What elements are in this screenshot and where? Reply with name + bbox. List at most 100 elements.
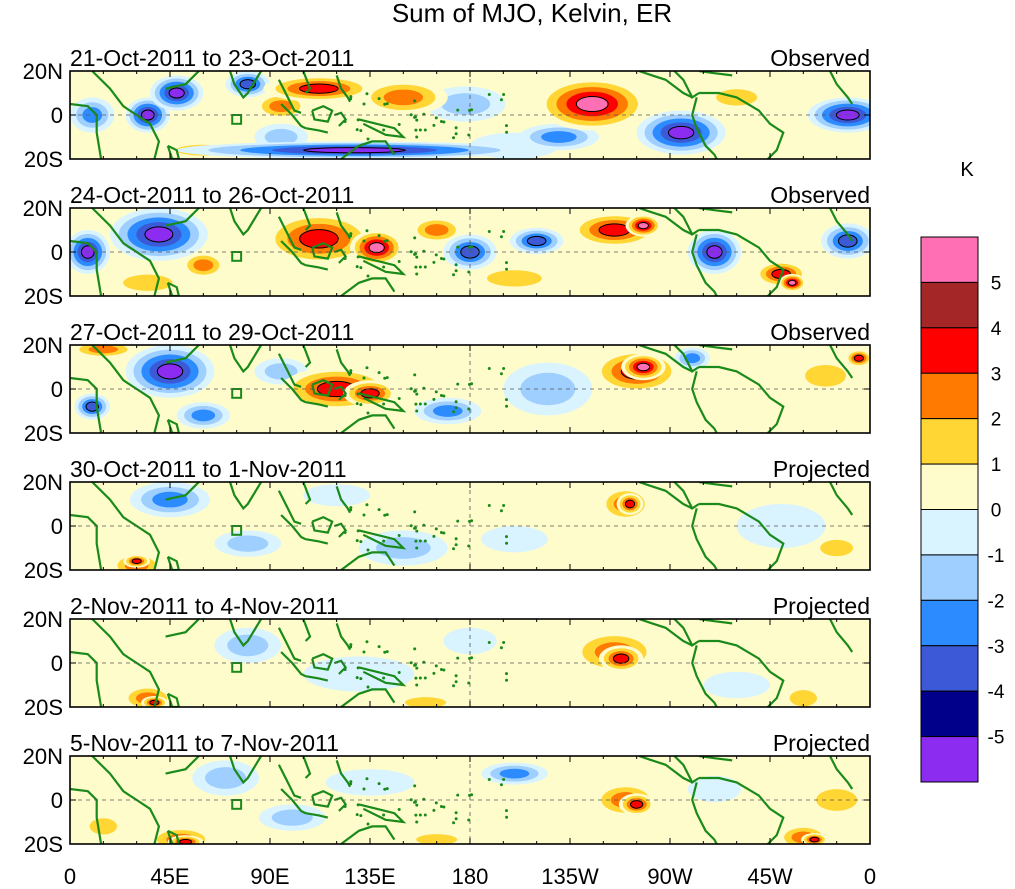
coastline (165, 208, 200, 227)
map-panel: 20N 0 20S 27-Oct-2011 to 29-Oct-2011 Observe… (23, 319, 871, 446)
coastline (305, 401, 329, 408)
panel-status-label: Projected (773, 593, 870, 619)
island-dot (423, 402, 427, 406)
island-dot (377, 97, 381, 101)
coastline (691, 234, 718, 296)
colorbar-label: -3 (988, 637, 1005, 658)
island-dot (504, 535, 508, 539)
coastline (277, 353, 302, 388)
coastline (698, 365, 785, 433)
coastline (673, 71, 700, 99)
island-dot (356, 803, 360, 807)
island-dot (413, 526, 417, 530)
anomaly-contour (405, 697, 447, 707)
anomaly-contour (264, 128, 298, 146)
island-dot (505, 541, 509, 545)
colorbar-label: 4 (991, 319, 1002, 340)
island-dot (414, 265, 418, 269)
coastline (305, 812, 329, 819)
map-field (70, 482, 870, 570)
coastline (698, 776, 785, 844)
map-field (70, 71, 870, 159)
island-dot (434, 664, 438, 668)
island-dot (456, 793, 460, 797)
island-dot (418, 265, 422, 269)
anomaly-contour (636, 362, 651, 372)
y-tick-label: 20N (23, 333, 63, 358)
island-dot (413, 99, 417, 103)
coastline (335, 623, 351, 651)
island-dot (487, 93, 491, 97)
coastline (280, 651, 307, 678)
coastline (305, 538, 329, 545)
anomaly-contour (820, 539, 854, 557)
island-dot (382, 402, 386, 406)
island-dot (365, 229, 369, 233)
island-dot (415, 392, 419, 396)
x-tick-label: 0 (64, 864, 76, 889)
anomaly-contour (789, 690, 818, 707)
island-dot (487, 778, 491, 782)
anomaly-contour (131, 558, 142, 564)
island-dot (385, 787, 389, 791)
island-dot (377, 645, 381, 649)
island-dot (385, 650, 389, 654)
coastline (228, 482, 263, 511)
island-dot (423, 128, 427, 132)
island-dot (414, 128, 418, 132)
anomaly-contour (684, 353, 701, 364)
x-tick-label: 45E (150, 864, 189, 889)
anomaly-contour (303, 484, 370, 507)
island-dot (432, 808, 436, 812)
colorbar-swatch (920, 372, 979, 420)
coastline (340, 688, 396, 707)
y-tick-label: 20N (23, 59, 63, 84)
colorbar-swatch (920, 509, 979, 556)
island-dot (439, 531, 443, 535)
anomaly-contour (809, 836, 820, 843)
coastline (335, 486, 351, 514)
island-dot (383, 787, 387, 791)
colorbar-swatch (920, 463, 979, 511)
coastline (311, 515, 334, 534)
colorbar-swatch (920, 327, 979, 374)
coastline (311, 241, 334, 260)
island-dot (385, 513, 389, 517)
coastline (829, 345, 854, 379)
reference-box (231, 525, 243, 536)
island-dot (414, 539, 418, 543)
island-dot (418, 539, 422, 543)
island-dot (365, 640, 369, 644)
island-dot (439, 257, 443, 261)
coastline (280, 240, 307, 267)
island-dot (434, 390, 438, 394)
coastline (335, 760, 351, 788)
island-dot (366, 137, 370, 141)
island-dot (343, 804, 347, 808)
colorbar-swatch (920, 736, 979, 783)
y-tick-label: 20S (24, 421, 63, 446)
island-dot (442, 120, 446, 124)
map-panel: 20N 0 20S 2-Nov-2011 to 4-Nov-2011 Projected (23, 593, 871, 720)
island-dot (467, 681, 471, 685)
y-tick-label: 0 (51, 788, 63, 813)
x-tick-label: 90W (647, 864, 692, 889)
anomaly-contour (838, 234, 858, 248)
coastline (638, 208, 693, 236)
island-dot (454, 263, 458, 267)
island-dot (454, 680, 458, 684)
coastline (305, 264, 329, 271)
island-dot (434, 116, 438, 120)
island-dot (366, 548, 370, 552)
island-dot (415, 529, 419, 533)
island-dot (413, 800, 417, 804)
x-tick-label: 135W (541, 864, 599, 889)
island-dot (499, 646, 503, 650)
island-dot (499, 235, 503, 239)
island-dot (505, 130, 509, 134)
coastline (638, 345, 693, 373)
map-field (70, 756, 870, 844)
coastline (277, 627, 302, 662)
coastline (340, 140, 396, 159)
island-dot (468, 108, 472, 112)
